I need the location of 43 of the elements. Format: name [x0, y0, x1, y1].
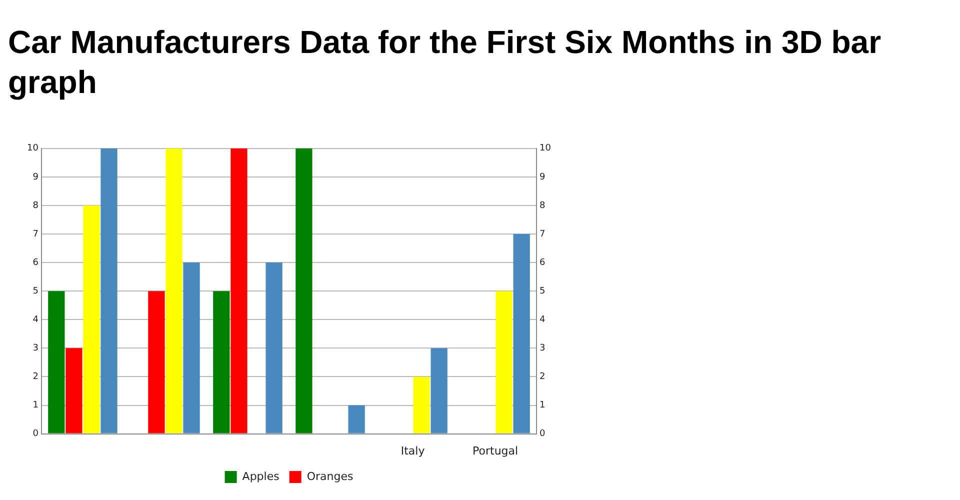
legend-label: Oranges — [306, 470, 354, 483]
bar — [266, 262, 282, 434]
bar — [183, 262, 200, 434]
x-tick-label: Italy — [400, 444, 426, 458]
y2-tick-label: 0 — [540, 429, 546, 440]
bar — [100, 148, 118, 434]
y-tick-label: 9 — [32, 172, 39, 182]
y-tick-label: 10 — [27, 144, 39, 154]
bar — [413, 376, 430, 434]
bar — [496, 291, 512, 434]
y2-tick-label: 1 — [540, 400, 546, 411]
y2-tick-label: 3 — [540, 344, 546, 354]
y2-tick-label: 6 — [540, 258, 546, 268]
y-tick-label: 2 — [32, 372, 38, 382]
x-tick-label: Portugal — [472, 444, 518, 458]
y-tick-label: 1 — [32, 400, 38, 411]
bar — [513, 234, 530, 434]
y-tick-label: 7 — [32, 229, 38, 240]
y2-tick-label: 5 — [540, 286, 546, 296]
legend-label: Apples — [242, 470, 280, 483]
y-tick-label: 3 — [32, 344, 38, 354]
bar — [430, 348, 448, 434]
y-tick-label: 0 — [32, 429, 39, 440]
bar — [348, 405, 365, 434]
y-tick-label: 6 — [32, 258, 39, 268]
bar — [296, 148, 312, 434]
y2-tick-label: 10 — [540, 144, 552, 154]
bar — [66, 348, 82, 434]
bar — [230, 148, 248, 434]
bar — [148, 291, 165, 434]
y2-tick-label: 7 — [540, 229, 546, 240]
chart-title: Car Manufacturers Data for the First Six Months in 3D bar graph — [8, 23, 882, 102]
y-tick-label: 8 — [32, 200, 39, 211]
bar — [166, 148, 182, 434]
y2-tick-label: 9 — [540, 172, 546, 182]
bar — [83, 205, 100, 434]
y2-tick-label: 2 — [540, 372, 546, 382]
y-tick-label: 4 — [32, 314, 39, 325]
bar — [213, 291, 230, 434]
y2-tick-label: 4 — [540, 314, 546, 325]
bar — [48, 291, 65, 434]
y2-tick-label: 8 — [540, 200, 546, 211]
y-tick-label: 5 — [32, 286, 38, 296]
